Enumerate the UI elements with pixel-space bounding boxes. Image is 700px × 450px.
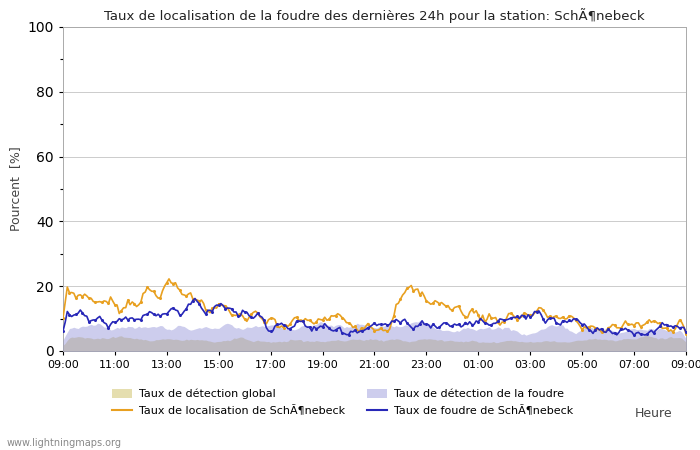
Y-axis label: Pourcent  [%]: Pourcent [%]: [9, 147, 22, 231]
Legend: Taux de détection global, Taux de localisation de SchÃ¶nebeck, Taux de détection: Taux de détection global, Taux de locali…: [112, 389, 573, 416]
Text: Heure: Heure: [634, 407, 672, 420]
Title: Taux de localisation de la foudre des dernières 24h pour la station: SchÃ¶nebeck: Taux de localisation de la foudre des de…: [104, 8, 645, 23]
Text: www.lightningmaps.org: www.lightningmaps.org: [7, 438, 122, 448]
